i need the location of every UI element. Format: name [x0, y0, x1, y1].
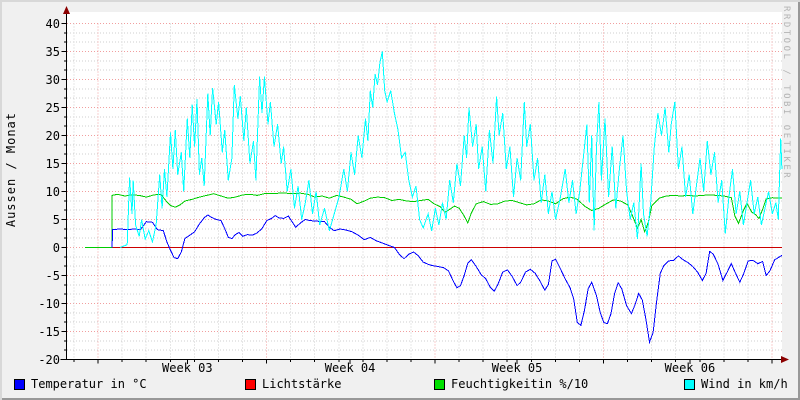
legend-label: Temperatur in °C: [31, 376, 147, 391]
legend-item-humidity: Feuchtigkeitin %/10: [434, 377, 588, 391]
legend-item-wind: Wind in km/h: [684, 377, 788, 391]
legend-item-light: Lichtstärke: [245, 377, 341, 391]
legend-swatch-wind: [684, 378, 695, 390]
y-tick-label: 30: [45, 72, 60, 87]
x-tick-label: Week 05: [491, 361, 543, 375]
legend-item-temperature: Temperatur in °C: [14, 377, 147, 391]
series-humidity-line: [85, 192, 782, 248]
y-tick-label: 0: [52, 240, 60, 255]
y-tick-label: -20: [38, 352, 60, 367]
x-tick-label: Week 03: [162, 361, 213, 375]
y-tick-label: 35: [45, 44, 60, 59]
y-tick-label: -15: [38, 324, 60, 339]
legend-swatch-temperature: [14, 378, 25, 390]
series-wind-line: [119, 51, 783, 248]
y-tick-label: -10: [38, 296, 60, 311]
y-axis-arrow-icon: [63, 6, 70, 14]
x-tick-label: Week 06: [664, 361, 716, 375]
canvas-background: [67, 12, 782, 360]
y-tick-label: 10: [45, 184, 60, 199]
series-temperature-line: [111, 214, 783, 345]
x-axis-arrow-icon: [781, 356, 789, 363]
legend-swatch-humidity: [434, 378, 445, 390]
watermark-rrdtool-oetiker: RRDTOOL / TOBI OETIKER: [781, 6, 791, 181]
y-tick-label: 15: [45, 156, 60, 171]
y-tick-label: 40: [45, 16, 60, 31]
legend-swatch-light: [245, 378, 256, 390]
y-tick-label: 25: [45, 100, 60, 115]
legend-label: Wind in km/h: [701, 376, 788, 391]
y-tick-label: 5: [52, 212, 60, 227]
legend-label: Feuchtigkeitin %/10: [451, 376, 589, 391]
y-axis-title: Aussen / Monat: [4, 112, 18, 228]
x-tick-label: Week 04: [324, 361, 376, 375]
y-tick-label: -5: [45, 268, 60, 283]
y-tick-label: 20: [45, 128, 60, 143]
legend-label: Lichtstärke: [262, 376, 342, 391]
